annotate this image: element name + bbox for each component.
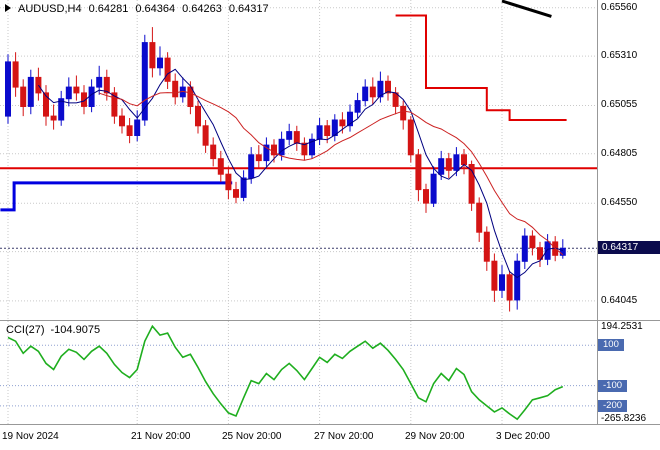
price-axis-label: 0.65055 [601,99,638,110]
time-axis-label: 25 Nov 20:00 [222,431,282,442]
indicator-value: -104.9075 [50,324,101,336]
low-value: 0.64263 [182,3,222,15]
time-axis-label: 21 Nov 20:00 [131,431,191,442]
indicator-max-label: 194.2531 [601,321,643,332]
open-value: 0.64281 [88,3,129,15]
price-axis-label: 0.65310 [601,50,638,61]
time-axis-label: 3 Dec 20:00 [496,431,550,442]
current-price-badge: 0.64317 [598,241,660,254]
high-value: 0.64364 [135,3,176,15]
indicator-level-badge: -200 [598,400,628,412]
indicator-label: CCI(27) -104.9075 [6,324,106,336]
price-axis-label: 0.65560 [601,2,638,13]
price-axis-label: 0.64550 [601,197,638,208]
symbol-marker-icon [5,4,11,12]
indicator-min-label: -265.8236 [601,413,647,424]
close-value: 0.64317 [228,3,269,15]
symbol-label: AUDUSD,H4 [18,3,82,15]
time-axis-label: 29 Nov 20:00 [405,431,465,442]
price-axis-label: 0.64805 [601,148,638,159]
time-axis-label: 19 Nov 2024 [2,431,59,442]
chart-ohlc-header: AUDUSD,H4 0.64281 0.64364 0.64263 0.64317 [5,3,276,15]
price-axis-label: 0.64045 [601,295,638,306]
indicator-level-badge: -100 [598,380,628,392]
indicator-level-badge: 100 [598,339,624,351]
indicator-name: CCI(27) [6,324,45,336]
time-axis-label: 27 Nov 20:00 [314,431,374,442]
